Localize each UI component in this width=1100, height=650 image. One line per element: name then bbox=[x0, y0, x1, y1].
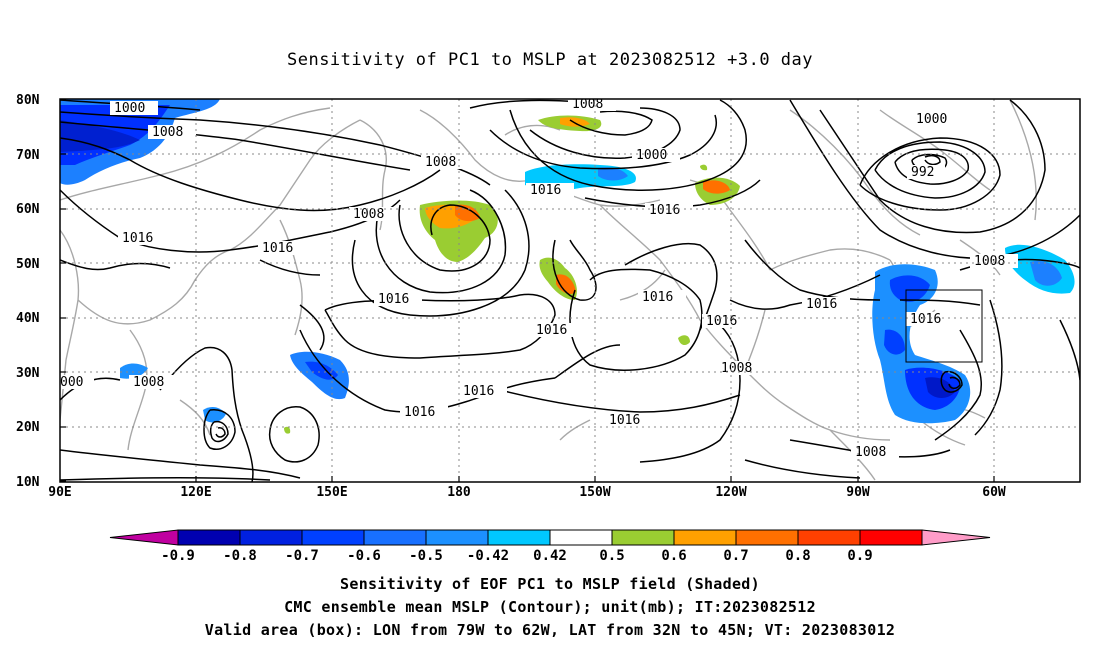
colorbar-arrow-low bbox=[109, 529, 179, 546]
latitude-labels: 80N 70N 60N 50N 40N 30N 20N 10N bbox=[16, 93, 40, 490]
contour-label: 1008 bbox=[353, 207, 384, 222]
colorbar-box bbox=[301, 529, 365, 546]
shade-negative bbox=[1030, 260, 1062, 286]
lon-label: 90W bbox=[846, 485, 870, 500]
lat-label: 40N bbox=[16, 311, 40, 326]
shade-positive bbox=[556, 274, 576, 295]
shade-negative bbox=[884, 329, 905, 355]
shade-positive bbox=[284, 426, 291, 434]
caption-valid-area: Valid area (box): LON from 79W to 62W, L… bbox=[204, 621, 896, 639]
longitude-labels: 90E 120E 150E 180 150W 120W 90W 60W bbox=[48, 485, 1006, 500]
contour-label: 1008 bbox=[974, 254, 1005, 269]
colorbar-box bbox=[239, 529, 303, 546]
colorbar-box bbox=[611, 529, 675, 546]
lat-label: 20N bbox=[16, 420, 40, 435]
lon-label: 180 bbox=[447, 485, 471, 500]
contour-label: 1008 bbox=[133, 375, 164, 390]
colorbar-label: -0.6 bbox=[347, 548, 381, 564]
valid-area-box bbox=[905, 289, 983, 363]
colorbar-box bbox=[673, 529, 737, 546]
colorbar-box bbox=[177, 529, 241, 546]
contour-label: 1016 bbox=[649, 203, 680, 218]
colorbar-box bbox=[487, 529, 551, 546]
contour-label: 1016 bbox=[642, 290, 673, 305]
contour-label: 1008 bbox=[721, 361, 752, 376]
contour-label: 1016 bbox=[404, 405, 435, 420]
shade-negative bbox=[889, 275, 930, 302]
colorbar-arrow-high bbox=[921, 529, 991, 546]
contour-label: 1016 bbox=[706, 314, 737, 329]
colorbar-box bbox=[425, 529, 489, 546]
contour-label: 1016 bbox=[806, 297, 837, 312]
contour-label: 1016 bbox=[463, 384, 494, 399]
lat-label: 10N bbox=[16, 475, 40, 490]
lat-label: 30N bbox=[16, 366, 40, 381]
shade-positive bbox=[678, 335, 690, 346]
colorbar-box bbox=[859, 529, 923, 546]
colorbar-label: 0.7 bbox=[723, 548, 748, 564]
contour-label: 1016 bbox=[378, 292, 409, 307]
lon-label: 120E bbox=[180, 485, 211, 500]
colorbar-box bbox=[735, 529, 799, 546]
gridlines bbox=[60, 99, 1080, 482]
shade-positive bbox=[455, 204, 480, 222]
colorbar-label: -0.42 bbox=[467, 548, 509, 564]
chart-title: Sensitivity of PC1 to MSLP at 2023082512… bbox=[286, 50, 813, 70]
shade-positive bbox=[560, 117, 590, 127]
colorbar-label: -0.9 bbox=[161, 548, 195, 564]
contour-label: 000 bbox=[60, 375, 83, 390]
contour-labels: 1000 1008 1008 1008 1016 1016 1016 1016 … bbox=[60, 97, 1018, 460]
colorbar-label: -0.8 bbox=[223, 548, 257, 564]
contour-label: 1016 bbox=[609, 413, 640, 428]
caption-contour: CMC ensemble mean MSLP (Contour); unit(m… bbox=[284, 598, 816, 616]
colorbar-label: 0.9 bbox=[847, 548, 872, 564]
colorbar-box bbox=[797, 529, 861, 546]
colorbar-label: 0.5 bbox=[599, 548, 624, 564]
lon-label: 90E bbox=[48, 485, 71, 500]
colorbar-label: 0.6 bbox=[661, 548, 686, 564]
colorbar-label: 0.42 bbox=[533, 548, 567, 564]
contour-label: 1008 bbox=[152, 125, 183, 140]
contour-label: 1016 bbox=[536, 323, 567, 338]
caption-shaded: Sensitivity of EOF PC1 to MSLP field (Sh… bbox=[340, 575, 760, 593]
lat-label: 50N bbox=[16, 257, 40, 272]
colorbar-label: 0.8 bbox=[785, 548, 810, 564]
colorbar-box bbox=[549, 529, 613, 546]
contour-label: 1000 bbox=[114, 101, 145, 116]
contour-label: 1008 bbox=[855, 445, 886, 460]
lat-label: 60N bbox=[16, 202, 40, 217]
lon-label: 150W bbox=[579, 485, 610, 500]
axis-ticks bbox=[60, 99, 995, 482]
shade-positive bbox=[700, 164, 708, 171]
contour-label: 1000 bbox=[636, 148, 667, 163]
shade-negative bbox=[120, 363, 148, 379]
contour-label: 1016 bbox=[262, 241, 293, 256]
colorbar-label: -0.7 bbox=[285, 548, 319, 564]
contour-label: 992 bbox=[911, 165, 934, 180]
contour-label: 1016 bbox=[910, 312, 941, 327]
colorbar-label: -0.5 bbox=[409, 548, 443, 564]
shade-negative bbox=[60, 120, 140, 152]
colorbar: -0.9 -0.8 -0.7 -0.6 -0.5 -0.42 0.42 0.5 0.6 0.7 0.… bbox=[109, 529, 991, 564]
map-frame bbox=[59, 98, 1081, 483]
shade-negative bbox=[925, 377, 955, 398]
contour-label: 1000 bbox=[916, 112, 947, 127]
contour-label: 1008 bbox=[572, 97, 603, 112]
contour-label: 1008 bbox=[425, 155, 456, 170]
lat-label: 80N bbox=[16, 93, 40, 108]
lat-label: 70N bbox=[16, 148, 40, 163]
lon-label: 120W bbox=[715, 485, 746, 500]
contour-label: 1016 bbox=[530, 183, 561, 198]
lon-label: 150E bbox=[316, 485, 347, 500]
contour-label: 1016 bbox=[122, 231, 153, 246]
colorbar-box bbox=[363, 529, 427, 546]
shade-negative bbox=[598, 167, 628, 181]
lon-label: 60W bbox=[982, 485, 1006, 500]
shade-positive bbox=[703, 180, 730, 194]
